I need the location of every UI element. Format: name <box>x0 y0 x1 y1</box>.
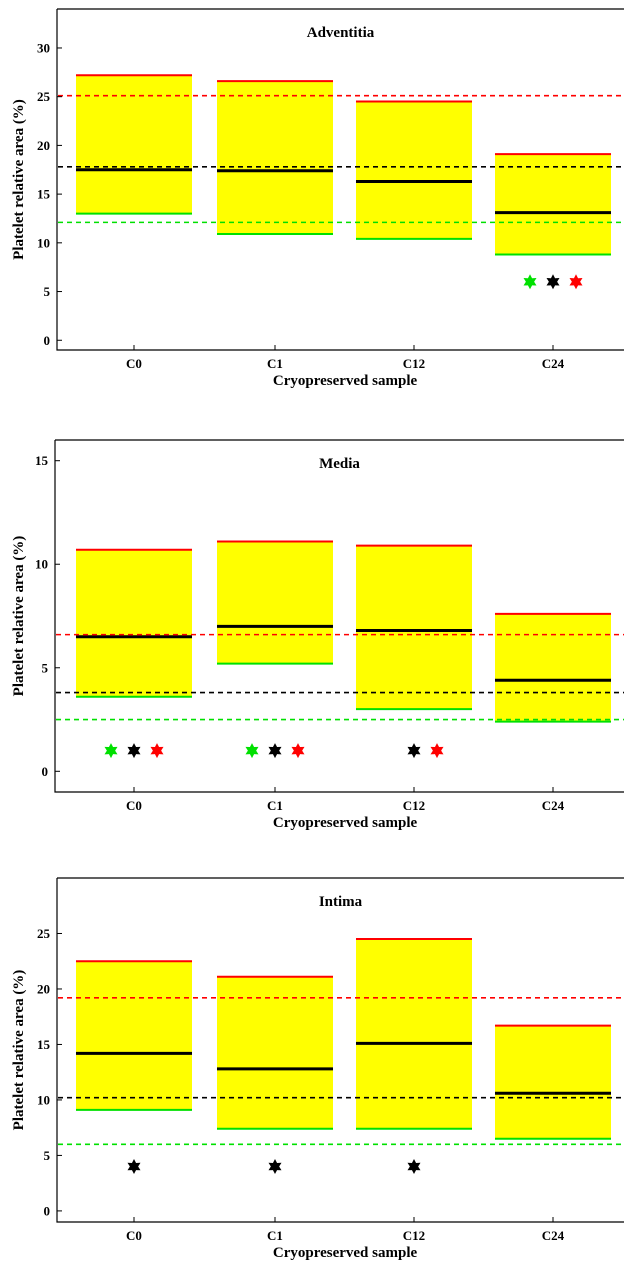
y-tick-label: 10 <box>37 1092 50 1107</box>
box-fill <box>356 101 472 239</box>
significance-marker-high <box>150 743 164 759</box>
box-c12 <box>356 938 472 1130</box>
y-tick-label: 25 <box>37 926 51 941</box>
x-axis-label: Cryopreserved sample <box>273 1245 418 1261</box>
box-fill <box>495 154 611 255</box>
y-tick-label: 0 <box>44 333 51 348</box>
y-tick-label: 25 <box>37 89 51 104</box>
chart-title: Intima <box>319 894 363 910</box>
y-tick-label: 10 <box>35 557 48 572</box>
significance-marker-median <box>407 743 421 759</box>
axes-frame <box>54 439 624 793</box>
box-c0 <box>76 548 192 698</box>
x-tick-label: C24 <box>542 1228 565 1243</box>
box-c24 <box>495 612 611 723</box>
box-c12 <box>356 544 472 711</box>
box-fill <box>76 75 192 214</box>
axes-frame <box>56 877 624 1223</box>
x-tick-label: C0 <box>126 1228 142 1243</box>
box-c1 <box>217 975 333 1130</box>
significance-marker-median <box>546 274 560 290</box>
box-c1 <box>217 540 333 665</box>
y-tick-label: 0 <box>42 764 49 779</box>
x-tick-label: C24 <box>542 356 565 371</box>
x-tick-label: C1 <box>267 1228 283 1243</box>
y-tick-label: 10 <box>37 235 50 250</box>
significance-marker-median <box>127 1159 141 1175</box>
box-fill <box>217 541 333 664</box>
box-fill <box>356 545 472 710</box>
box-fill <box>495 613 611 722</box>
box-c24 <box>495 1024 611 1140</box>
significance-marker-median <box>127 743 141 759</box>
significance-marker-low <box>104 743 118 759</box>
x-tick-label: C12 <box>403 356 425 371</box>
significance-marker-high <box>430 743 444 759</box>
y-tick-label: 30 <box>37 40 50 55</box>
x-tick-label: C0 <box>126 356 142 371</box>
y-axis-label: Platelet relative area (%) <box>11 536 27 697</box>
y-tick-label: 15 <box>35 453 49 468</box>
box-c0 <box>76 74 192 215</box>
y-axis-label: Platelet relative area (%) <box>11 970 27 1131</box>
x-tick-label: C0 <box>126 798 142 813</box>
y-tick-label: 20 <box>37 138 50 153</box>
chart-panel-intima: 0 5 10 15 20 25 C0 C1 C12 C24 Intima Cryopreserved … <box>11 877 624 1261</box>
significance-marker-low <box>523 274 537 290</box>
x-tick-label: C1 <box>267 356 283 371</box>
x-tick-label: C24 <box>542 798 565 813</box>
box-fill <box>76 961 192 1110</box>
chart-title: Media <box>319 456 360 472</box>
chart-panel-adventitia: 0 5 10 15 20 25 30 C0 C1 C12 C24 Adventitia Cryopres… <box>11 8 624 389</box>
significance-marker-median <box>268 743 282 759</box>
significance-marker-low <box>245 743 259 759</box>
box-fill <box>356 939 472 1129</box>
y-tick-label: 15 <box>37 1037 51 1052</box>
x-tick-label: C1 <box>267 798 283 813</box>
y-tick-label: 20 <box>37 981 50 996</box>
y-tick-label: 5 <box>42 660 49 675</box>
box-c1 <box>217 80 333 236</box>
x-axis-label: Cryopreserved sample <box>273 815 418 831</box>
y-tick-label: 15 <box>37 187 51 202</box>
axes-frame <box>56 8 624 351</box>
y-tick-label: 5 <box>44 284 51 299</box>
y-tick-label: 0 <box>44 1203 51 1218</box>
significance-marker-high <box>569 274 583 290</box>
box-fill <box>217 976 333 1129</box>
box-fill <box>76 549 192 697</box>
significance-marker-median <box>268 1159 282 1175</box>
significance-marker-high <box>291 743 305 759</box>
chart-panel-media: 0 5 10 15 C0 C1 C12 C24 Media Cryopreserved sampl… <box>11 439 624 831</box>
y-axis-label: Platelet relative area (%) <box>11 99 27 260</box>
y-tick-label: 5 <box>44 1148 51 1163</box>
x-tick-label: C12 <box>403 798 425 813</box>
box-c12 <box>356 100 472 240</box>
chart-title: Adventitia <box>307 25 375 41</box>
box-c0 <box>76 960 192 1111</box>
significance-marker-median <box>407 1159 421 1175</box>
box-c24 <box>495 153 611 256</box>
box-fill <box>495 1025 611 1139</box>
x-tick-label: C12 <box>403 1228 425 1243</box>
x-axis-label: Cryopreserved sample <box>273 373 418 389</box>
box-fill <box>217 81 333 235</box>
